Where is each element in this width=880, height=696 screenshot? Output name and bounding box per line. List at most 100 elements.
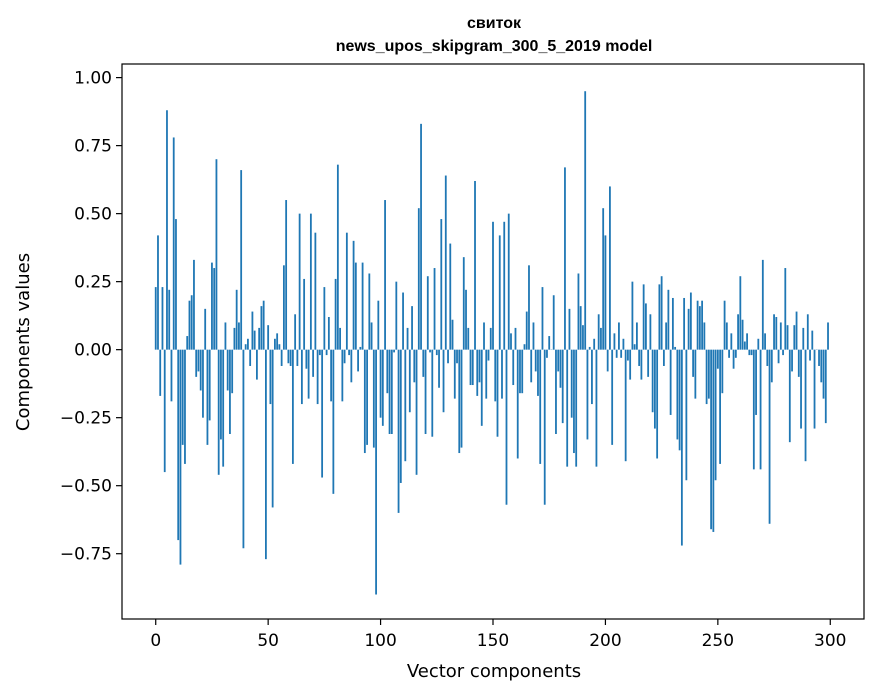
bar bbox=[309, 213, 312, 350]
bar bbox=[802, 327, 805, 350]
bar bbox=[271, 349, 274, 508]
bar bbox=[552, 295, 555, 350]
bar bbox=[278, 344, 281, 350]
x-tick-label: 50 bbox=[257, 631, 279, 651]
bar bbox=[689, 292, 692, 350]
bar bbox=[651, 349, 654, 413]
bar bbox=[593, 338, 596, 350]
bar bbox=[725, 322, 728, 350]
bar bbox=[636, 322, 638, 350]
bar bbox=[330, 349, 333, 402]
bar bbox=[507, 213, 510, 350]
bar bbox=[795, 311, 798, 350]
bar bbox=[606, 349, 609, 372]
bar bbox=[442, 349, 445, 413]
bar bbox=[600, 327, 602, 350]
bar bbox=[501, 349, 503, 399]
bar bbox=[566, 349, 569, 467]
bar bbox=[233, 327, 236, 350]
bar bbox=[714, 349, 717, 481]
bar bbox=[586, 349, 589, 440]
bar bbox=[613, 333, 616, 350]
bar bbox=[339, 327, 341, 350]
bar bbox=[766, 349, 769, 366]
bar bbox=[611, 349, 614, 445]
bar bbox=[505, 349, 508, 505]
bar bbox=[318, 349, 321, 356]
bar bbox=[211, 262, 213, 350]
bar bbox=[809, 349, 811, 361]
bar bbox=[548, 336, 551, 350]
bar bbox=[519, 349, 521, 394]
bar bbox=[386, 349, 389, 394]
bar bbox=[453, 349, 456, 399]
bar bbox=[242, 349, 245, 549]
bar bbox=[577, 273, 580, 350]
bar bbox=[357, 349, 359, 372]
bar bbox=[195, 349, 198, 377]
bar bbox=[325, 349, 328, 356]
bar bbox=[480, 349, 483, 426]
x-tick-label: 200 bbox=[589, 631, 621, 651]
bar bbox=[658, 284, 661, 350]
bar bbox=[703, 322, 706, 350]
bar bbox=[741, 319, 744, 350]
bar bbox=[433, 268, 436, 350]
bar bbox=[415, 349, 418, 475]
y-tick-label: 1.00 bbox=[74, 69, 112, 89]
bar bbox=[161, 287, 164, 350]
bar bbox=[417, 208, 420, 350]
bar bbox=[692, 349, 695, 377]
chart-title-line-2: news_upos_skipgram_300_5_2019 model bbox=[336, 38, 653, 55]
bar bbox=[359, 346, 362, 350]
bar bbox=[811, 330, 814, 350]
bar bbox=[208, 349, 211, 421]
bar bbox=[485, 349, 488, 399]
bar bbox=[229, 349, 231, 434]
bar bbox=[251, 311, 254, 350]
bar bbox=[546, 349, 548, 358]
bar bbox=[190, 295, 193, 350]
bar bbox=[687, 308, 690, 350]
bar bbox=[813, 349, 816, 429]
bar bbox=[555, 349, 557, 434]
x-tick-label: 150 bbox=[477, 631, 509, 651]
bar bbox=[422, 349, 425, 377]
bar bbox=[755, 349, 757, 415]
bar bbox=[404, 349, 407, 462]
bar bbox=[786, 325, 789, 350]
bar bbox=[438, 349, 440, 388]
bar bbox=[451, 319, 454, 350]
bar bbox=[716, 349, 719, 369]
bar bbox=[777, 349, 780, 364]
bar bbox=[213, 268, 216, 350]
chart-title-line-1: свиток bbox=[467, 15, 522, 32]
bar bbox=[595, 349, 598, 467]
bar bbox=[287, 349, 290, 364]
y-tick-label: 0.00 bbox=[74, 341, 112, 361]
bar bbox=[298, 213, 301, 350]
bar bbox=[806, 314, 809, 350]
bar bbox=[701, 300, 704, 350]
bar bbox=[381, 349, 384, 426]
bar bbox=[406, 327, 409, 350]
bar bbox=[719, 349, 721, 464]
bar bbox=[728, 349, 730, 358]
bar bbox=[312, 349, 315, 377]
bar bbox=[559, 349, 562, 388]
bar bbox=[276, 333, 279, 350]
bar bbox=[541, 287, 544, 350]
bar bbox=[282, 265, 285, 350]
bar bbox=[467, 327, 470, 350]
bar bbox=[258, 327, 261, 350]
bar bbox=[260, 306, 263, 350]
bar bbox=[660, 276, 663, 350]
bar bbox=[332, 349, 335, 494]
bar bbox=[269, 349, 272, 405]
bar bbox=[721, 349, 724, 394]
bar bbox=[649, 314, 652, 350]
bar bbox=[384, 200, 386, 350]
bar bbox=[609, 186, 611, 350]
bar bbox=[240, 170, 243, 350]
